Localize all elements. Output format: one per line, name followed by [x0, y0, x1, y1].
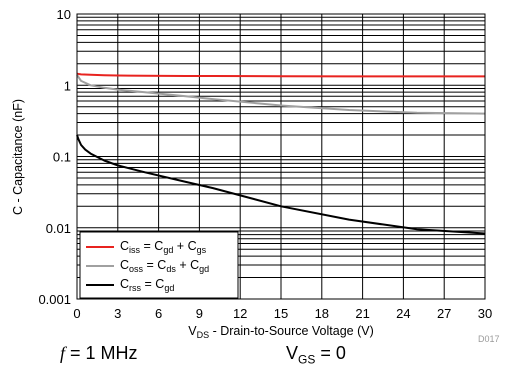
x-tick-label: 0: [73, 306, 80, 321]
x-tick-label: 30: [478, 306, 492, 321]
y-tick-label: 1: [64, 78, 71, 93]
x-tick-label: 3: [114, 306, 121, 321]
y-tick-label: 0.01: [46, 221, 71, 236]
frequency-condition: f = 1 MHz: [60, 343, 138, 364]
figure-id: D017: [478, 334, 500, 344]
x-tick-label: 12: [233, 306, 247, 321]
y-axis-title: C - Capacitance (nF): [11, 99, 25, 215]
x-tick-label: 6: [155, 306, 162, 321]
x-axis-title-subscript: DS: [197, 330, 210, 340]
series-group: [76, 72, 486, 235]
legend-label-ciss: Ciss = Cgd + Cgs: [120, 239, 207, 255]
series-line-coss: [76, 74, 486, 115]
plot-frame: [76, 13, 486, 300]
y-tick-label: 10: [57, 7, 71, 22]
legend-label-coss: Coss = Cds + Cgd: [120, 258, 209, 274]
legend-label-crss: Crss = Cgd: [120, 277, 174, 293]
x-axis-title-suffix: - Drain-to-Source Voltage (V): [209, 324, 374, 338]
frequency-symbol: f: [60, 343, 66, 363]
series-line-ciss: [76, 72, 485, 78]
vgs-condition: VGS = 0: [286, 343, 346, 367]
x-axis-title: VDS - Drain-to-Source Voltage (V): [188, 324, 374, 340]
x-tick-label: 21: [355, 306, 369, 321]
x-tick-label: 18: [315, 306, 329, 321]
x-tick-label: 27: [437, 306, 451, 321]
vgs-prefix: V: [286, 343, 299, 363]
frequency-value: = 1 MHz: [65, 343, 138, 363]
x-tick-label: 15: [274, 306, 288, 321]
x-tick-labels: 0 3 6 9 12 15 18 21 24 27 30: [73, 306, 492, 321]
vgs-value: = 0: [315, 343, 346, 363]
y-tick-label: 0.1: [53, 150, 71, 165]
series-line-crss: [76, 134, 486, 235]
vgs-subscript: GS: [298, 352, 316, 367]
y-tick-labels: 0.001 0.01 0.1 1 10: [38, 7, 71, 307]
legend: Ciss = Cgd + Cgs Coss = Cds + Cgd Crss =…: [79, 231, 239, 299]
y-tick-label: 0.001: [38, 292, 71, 307]
x-tick-label: 9: [196, 306, 203, 321]
x-axis-title-prefix: V: [188, 324, 197, 338]
x-tick-label: 24: [396, 306, 410, 321]
